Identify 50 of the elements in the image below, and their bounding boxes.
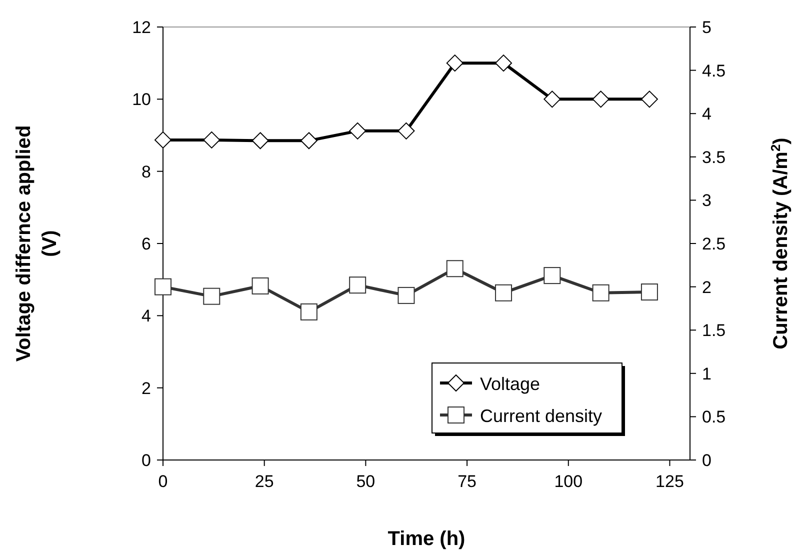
y2-tick-label: 5	[702, 18, 712, 37]
point	[252, 132, 269, 150]
y-tick-label: 12	[132, 18, 151, 37]
y-tick-label: 8	[142, 162, 151, 182]
y2-tick-label: 4	[702, 104, 712, 124]
point	[203, 288, 220, 305]
point	[495, 284, 512, 302]
y-tick-label: 2	[142, 378, 151, 398]
x-tick-label: 125	[656, 472, 684, 491]
y2-tick-label: 2.5	[702, 234, 726, 254]
x-tick-label: 75	[458, 472, 476, 491]
point	[495, 54, 512, 72]
point	[349, 276, 366, 294]
y2-tick-label: 2	[702, 278, 712, 297]
point	[640, 283, 658, 300]
point	[252, 277, 269, 294]
y2-tick-label: 0	[702, 451, 712, 470]
point	[349, 122, 366, 140]
point	[640, 90, 658, 108]
y2-tick-label: 4.5	[702, 61, 726, 80]
point	[592, 90, 610, 108]
x-tick-label: 100	[554, 472, 583, 491]
point	[592, 284, 610, 302]
y-tick-label: 6	[142, 234, 151, 254]
y2-tick-label: 1	[702, 364, 712, 384]
y2-tick-label: 3	[702, 191, 712, 210]
point	[544, 267, 561, 284]
x-tick-label: 50	[356, 472, 376, 491]
legend-label: Current density	[480, 406, 602, 426]
point	[544, 90, 561, 108]
point	[154, 131, 172, 148]
point	[300, 303, 318, 320]
x-tick-label: 25	[254, 472, 274, 491]
y-tick-label: 0	[142, 451, 151, 470]
y2-tick-label: 1.5	[702, 321, 726, 340]
point	[300, 132, 318, 150]
y-tick-label: 10	[132, 90, 151, 110]
x-tick-label: 0	[158, 472, 168, 491]
legend-label: Voltage	[480, 374, 540, 394]
point	[446, 54, 464, 72]
point	[398, 122, 415, 140]
point	[203, 131, 220, 148]
point	[398, 286, 415, 304]
y2-tick-label: 0.5	[702, 408, 726, 427]
y2-tick-label: 3.5	[702, 148, 726, 167]
point	[154, 278, 172, 296]
point	[446, 260, 464, 278]
x-axis-title: Time (h)	[388, 528, 466, 550]
y-tick-label: 4	[142, 306, 151, 326]
y-axis-title: Voltage differnce applied (V)	[13, 125, 61, 362]
